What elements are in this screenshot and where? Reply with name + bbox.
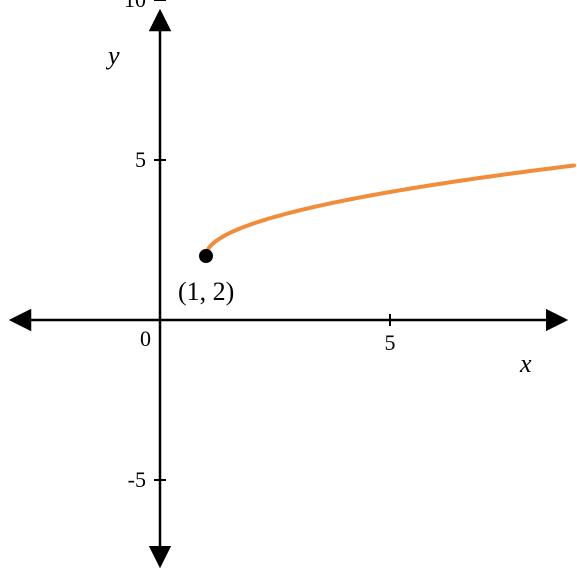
y-tick-label: 5 <box>135 147 146 172</box>
sqrt-curve <box>206 165 574 256</box>
x-tick-label: 5 <box>385 330 396 355</box>
x-axis-label: x <box>519 349 532 378</box>
y-axis-label: y <box>105 41 120 70</box>
y-tick-label: -5 <box>128 467 146 492</box>
point-label: (1, 2) <box>178 277 234 306</box>
chart-container: 5 -5 5 10 y x 0 (1, 2) <box>0 0 577 577</box>
svg-text:(1, 2): (1, 2) <box>178 277 234 306</box>
y-tick-label: 10 <box>124 0 146 12</box>
origin-label: 0 <box>140 326 151 351</box>
sqrt-chart: 5 -5 5 10 y x 0 (1, 2) <box>0 0 577 577</box>
curve-start-point <box>199 249 213 263</box>
